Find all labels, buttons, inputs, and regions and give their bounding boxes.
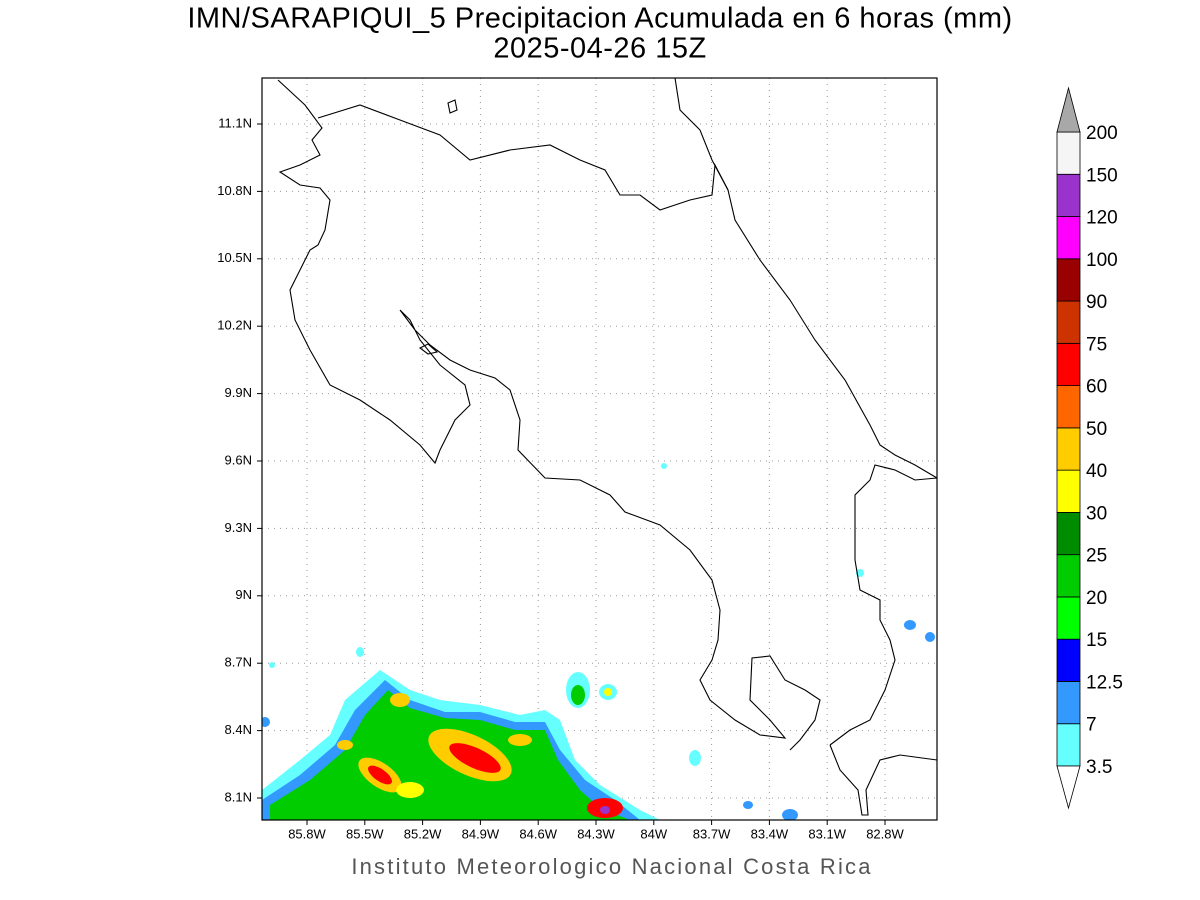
colorbar-box bbox=[1056, 342, 1081, 387]
colorbar-label: 30 bbox=[1086, 503, 1107, 524]
colorbar-box bbox=[1056, 300, 1081, 344]
colorbar-label: 15 bbox=[1086, 630, 1107, 651]
colorbar-label: 150 bbox=[1086, 165, 1118, 186]
colorbar-box bbox=[1056, 427, 1081, 471]
colorbar-under bbox=[1056, 765, 1081, 810]
colorbar-label: 25 bbox=[1086, 546, 1107, 567]
colorbar-box bbox=[1056, 216, 1081, 260]
colorbar-label: 75 bbox=[1086, 334, 1107, 355]
lon-tick-label: 84W bbox=[640, 826, 667, 841]
colorbar-label: 200 bbox=[1086, 123, 1118, 144]
lon-tick-label: 84.3W bbox=[577, 826, 615, 841]
colorbar-box bbox=[1056, 512, 1081, 556]
colorbar-label: 100 bbox=[1086, 250, 1118, 271]
colorbar-box bbox=[1056, 258, 1081, 302]
colorbar-box bbox=[1056, 681, 1081, 725]
colorbar-box bbox=[1056, 638, 1081, 682]
lat-tick-label: 10.8N bbox=[217, 183, 252, 198]
title: IMN/SARAPIQUI_5 Precipitacion Acumulada … bbox=[187, 3, 1012, 35]
lat-tick-label: 10.5N bbox=[217, 250, 252, 265]
lat-tick-label: 11.1N bbox=[218, 115, 252, 130]
colorbar-label: 12.5 bbox=[1086, 672, 1123, 693]
coastline bbox=[277, 77, 938, 816]
lon-tick-label: 83.7W bbox=[693, 826, 731, 841]
colorbar-box bbox=[1056, 385, 1081, 429]
footer: Instituto Meteorologico Nacional Costa R… bbox=[351, 854, 872, 879]
colorbar: 3.5 7 12.5 15 20 25 30 40 50 60 75 90 100 120 150 200 bbox=[1056, 86, 1123, 810]
lon-tick-label: 84.6W bbox=[519, 826, 557, 841]
lon-tick-label: 84.9W bbox=[462, 826, 500, 841]
lat-tick-label: 10.2N bbox=[217, 318, 252, 333]
colorbar-box bbox=[1056, 723, 1081, 767]
lat-tick-label: 9.3N bbox=[225, 520, 252, 535]
lon-tick-label: 82.8W bbox=[866, 826, 904, 841]
lon-tick-label: 83.1W bbox=[808, 826, 846, 841]
colorbar-label: 50 bbox=[1086, 419, 1107, 440]
colorbar-box bbox=[1056, 173, 1081, 217]
precipitation bbox=[262, 463, 935, 820]
grid: 85.8W 85.5W 85.2W 84.9W 84.6W 84.3W 84W 83.7W 83… bbox=[217, 78, 937, 841]
colorbar-label: 20 bbox=[1086, 588, 1107, 609]
lon-tick-label: 85.5W bbox=[346, 826, 384, 841]
map-frame bbox=[261, 77, 938, 821]
colorbar-label: 60 bbox=[1086, 377, 1107, 398]
colorbar-box bbox=[1056, 469, 1081, 513]
colorbar-label: 120 bbox=[1086, 208, 1118, 229]
lat-tick-label: 8.4N bbox=[225, 722, 252, 737]
lat-tick-label: 9N bbox=[235, 587, 252, 602]
lat-tick-label: 8.7N bbox=[225, 655, 252, 670]
colorbar-over bbox=[1056, 86, 1081, 133]
lon-tick-label: 85.8W bbox=[288, 826, 326, 841]
colorbar-label: 7 bbox=[1086, 715, 1097, 736]
lat-tick-label: 8.1N bbox=[225, 789, 252, 804]
colorbar-box bbox=[1056, 596, 1081, 640]
lat-tick-label: 9.6N bbox=[225, 452, 252, 467]
colorbar-box bbox=[1056, 554, 1081, 598]
colorbar-label: 40 bbox=[1086, 461, 1107, 482]
lat-tick-label: 9.9N bbox=[225, 385, 252, 400]
colorbar-label: 90 bbox=[1086, 292, 1107, 313]
lon-tick-label: 85.2W bbox=[404, 826, 442, 841]
lon-tick-label: 83.4W bbox=[751, 826, 789, 841]
subtitle: 2025-04-26 15Z bbox=[493, 33, 706, 65]
colorbar-label: 3.5 bbox=[1086, 757, 1112, 778]
colorbar-box bbox=[1056, 131, 1081, 175]
